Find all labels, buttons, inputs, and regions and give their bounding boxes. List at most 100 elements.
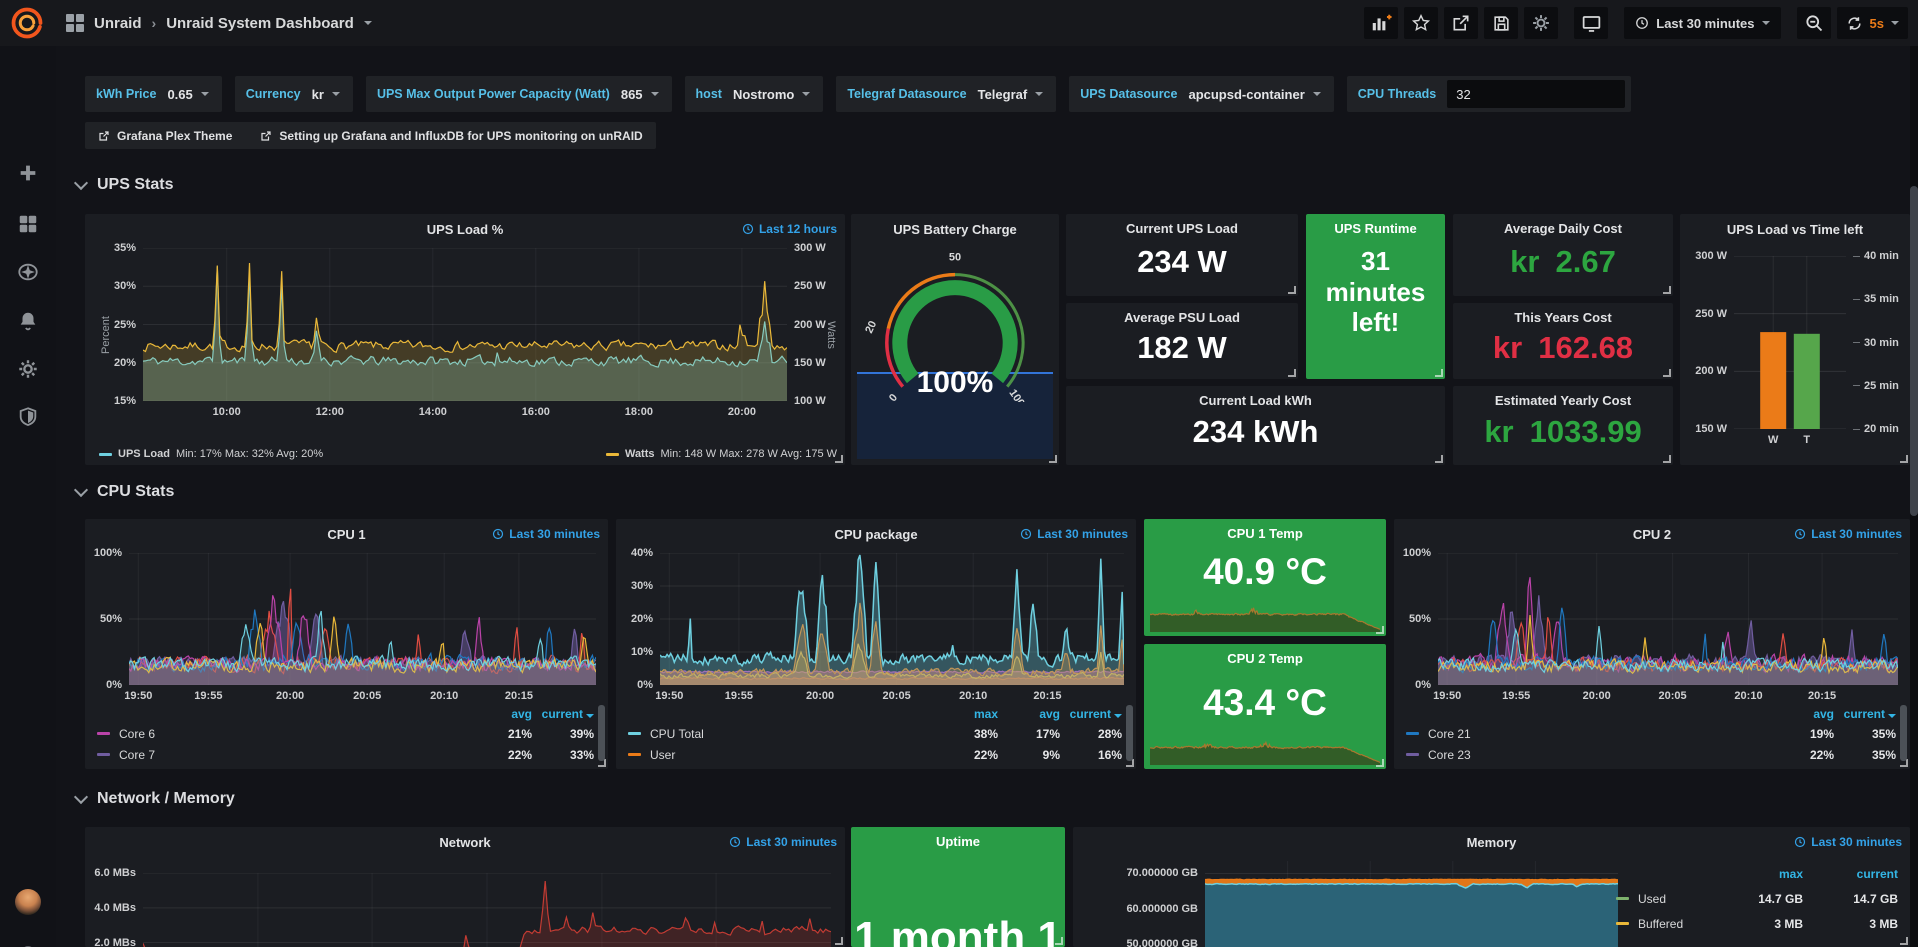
panel-title[interactable]: Average PSU Load	[1124, 310, 1240, 325]
legend-sort-avg[interactable]: avg	[1813, 707, 1834, 721]
variable-kwh-price[interactable]: kWh Price 0.65	[85, 76, 222, 112]
legend-sort-current[interactable]: current	[532, 707, 594, 721]
zoom-out-button[interactable]	[1796, 7, 1831, 39]
panel-title[interactable]: CPU package	[834, 526, 918, 542]
legend-sort-avg[interactable]: avg	[511, 707, 532, 721]
series-name[interactable]: Core 7	[97, 748, 470, 762]
panel-title[interactable]: CPU 1	[327, 526, 366, 542]
legend-sort-max[interactable]: max	[973, 707, 998, 721]
legend-scrollbar[interactable]	[598, 705, 605, 761]
ups-bars-chart[interactable]: 300 W 250 W 200 W 150 W 40 min 35 min 30 min 25…	[1695, 250, 1899, 446]
chevron-down-icon[interactable]	[363, 21, 372, 25]
x-axis-tick: 19:55	[1502, 690, 1531, 702]
legend-item-watts[interactable]: Watts Min: 148 W Max: 278 W Avg: 175 W	[605, 448, 837, 460]
panel-title[interactable]: UPS Load vs Time left	[1726, 221, 1864, 237]
legend-sort-current[interactable]: current	[1856, 866, 1898, 881]
save-button[interactable]	[1484, 7, 1519, 39]
variable-telegraf-datasource[interactable]: Telegraf Datasource Telegraf	[836, 76, 1057, 112]
series-name[interactable]: Core 23	[1406, 748, 1772, 762]
legend-sort-avg[interactable]: avg	[1039, 707, 1060, 721]
dashboards-icon[interactable]	[17, 213, 39, 235]
alerting-bell-icon[interactable]	[17, 310, 39, 332]
row-header-cpu-stats[interactable]: CPU Stats	[73, 482, 174, 501]
configuration-gear-icon[interactable]	[17, 358, 39, 380]
create-plus-icon[interactable]	[17, 162, 39, 184]
panel-time-range[interactable]: Last 12 hours	[742, 222, 837, 236]
time-range-picker[interactable]: Last 30 minutes	[1624, 7, 1781, 39]
sort-caret-icon	[1888, 714, 1896, 718]
battery-gauge[interactable]: 0 20 50 100	[859, 242, 1051, 410]
series-name[interactable]: Core 21	[1406, 727, 1772, 741]
add-panel-button[interactable]	[1364, 7, 1399, 39]
grafana-logo-icon[interactable]	[9, 5, 45, 41]
ups-load-chart[interactable]: 35% 30% 25% 20% 15% 300 W 250 W 200 W 150 W 100 W…	[114, 242, 826, 418]
panel-title[interactable]: Network	[439, 834, 491, 850]
panel-title[interactable]: CPU 2 Temp	[1227, 651, 1303, 666]
cpu-package-chart[interactable]: 40% 30% 20% 10% 0% 19:50 19:55 20:00 20:05 20:10 2…	[631, 547, 1124, 702]
y-axis-tick-right: 200 W	[794, 318, 826, 331]
link-grafana-plex-theme[interactable]: Grafana Plex Theme	[98, 129, 232, 143]
panel-title[interactable]: Memory	[1466, 834, 1517, 850]
variable-currency[interactable]: Currency kr	[234, 76, 353, 112]
cpu2-chart[interactable]: 100% 50% 0% 19:50 19:55 20:00 20:05 20:10 20:15	[1403, 547, 1898, 702]
panel-title[interactable]: CPU 2	[1632, 526, 1672, 542]
panel-title[interactable]: Current UPS Load	[1126, 221, 1238, 236]
panel-title[interactable]: Estimated Yearly Cost	[1494, 393, 1632, 408]
panel-title[interactable]: CPU 1 Temp	[1227, 526, 1303, 541]
explore-compass-icon[interactable]	[17, 261, 39, 283]
chevron-down-icon	[1891, 21, 1899, 25]
y-axis-tick: 6.0 MBs	[94, 867, 136, 879]
cpu1-chart[interactable]: 100% 50% 0% 19:50 19:55 20:00 20:05 20:10 20:15	[94, 547, 596, 702]
link-ups-monitoring-guide[interactable]: Setting up Grafana and InfluxDB for UPS …	[260, 129, 643, 143]
panel-title[interactable]: UPS Battery Charge	[893, 221, 1017, 237]
panel-title[interactable]: UPS Runtime	[1334, 221, 1417, 236]
variable-ups-datasource[interactable]: UPS Datasource apcupsd-container	[1069, 76, 1334, 112]
panel-time-range[interactable]: Last 30 minutes	[1794, 527, 1902, 541]
breadcrumb-dashboard-title[interactable]: Unraid System Dashboard	[166, 14, 354, 32]
user-avatar[interactable]	[15, 889, 41, 915]
cpu-threads-input[interactable]: 32	[1447, 80, 1626, 108]
panel-title[interactable]: Average Daily Cost	[1503, 221, 1622, 236]
panel-time-range[interactable]: Last 30 minutes	[729, 835, 837, 849]
series-name[interactable]: Used	[1616, 892, 1708, 906]
legend-scrollbar[interactable]	[1126, 705, 1133, 761]
y-axis-tick: 35%	[113, 242, 136, 254]
admin-shield-icon[interactable]	[17, 406, 39, 428]
panel-title[interactable]: This Years Cost	[1514, 310, 1612, 325]
dashboards-grid-icon[interactable]	[66, 14, 84, 32]
share-button[interactable]	[1444, 7, 1479, 39]
legend-scrollbar[interactable]	[1900, 705, 1907, 761]
legend-sort-max[interactable]: max	[1778, 866, 1803, 881]
series-name[interactable]: Buffered	[1616, 917, 1708, 931]
network-chart[interactable]: 6.0 MBs 4.0 MBs 2.0 MBs	[94, 867, 831, 947]
variable-ups-max-output[interactable]: UPS Max Output Power Capacity (Watt) 865	[365, 76, 672, 112]
row-header-ups-stats[interactable]: UPS Stats	[73, 175, 173, 194]
panel-title[interactable]: Current Load kWh	[1199, 393, 1312, 408]
panel-title[interactable]: UPS Load %	[426, 221, 504, 237]
legend-sort-current[interactable]: current	[1834, 707, 1896, 721]
scrollbar-thumb[interactable]	[1910, 186, 1918, 516]
legend-item-ups-load[interactable]: UPS Load Min: 17% Max: 32% Avg: 20%	[99, 448, 323, 460]
panel-title[interactable]: Uptime	[935, 834, 981, 849]
refresh-picker[interactable]: 5s	[1836, 7, 1908, 39]
breadcrumb-app[interactable]: Unraid	[94, 14, 142, 32]
legend-sort-current[interactable]: current	[1060, 707, 1122, 721]
variable-host[interactable]: host Nostromo	[684, 76, 824, 112]
series-name[interactable]: User	[628, 748, 936, 762]
memory-chart[interactable]: 70.000000 GB 60.000000 GB 50.000000 GB	[1126, 861, 1618, 947]
star-button[interactable]	[1404, 7, 1439, 39]
row-header-network-memory[interactable]: Network / Memory	[73, 789, 235, 808]
series-name[interactable]: Core 6	[97, 727, 470, 741]
dashboard-settings-button[interactable]	[1524, 7, 1559, 39]
panel-time-range[interactable]: Last 30 minutes	[492, 527, 600, 541]
series-name[interactable]: CPU Total	[628, 727, 936, 741]
page-scrollbar[interactable]	[1910, 46, 1918, 947]
panel-time-range[interactable]: Last 30 minutes	[1794, 835, 1902, 849]
panel-ups-load-vs-time-left: UPS Load vs Time left 300 W 250 W 200 W 150…	[1680, 214, 1910, 465]
dashboard-links-bar: Grafana Plex Theme Setting up Grafana an…	[85, 122, 656, 149]
x-axis-tick: 20:15	[1033, 690, 1062, 702]
chevron-down-icon	[802, 92, 811, 96]
tv-mode-button[interactable]	[1574, 7, 1609, 39]
y-axis-tick: 20%	[113, 356, 136, 369]
panel-time-range[interactable]: Last 30 minutes	[1020, 527, 1128, 541]
